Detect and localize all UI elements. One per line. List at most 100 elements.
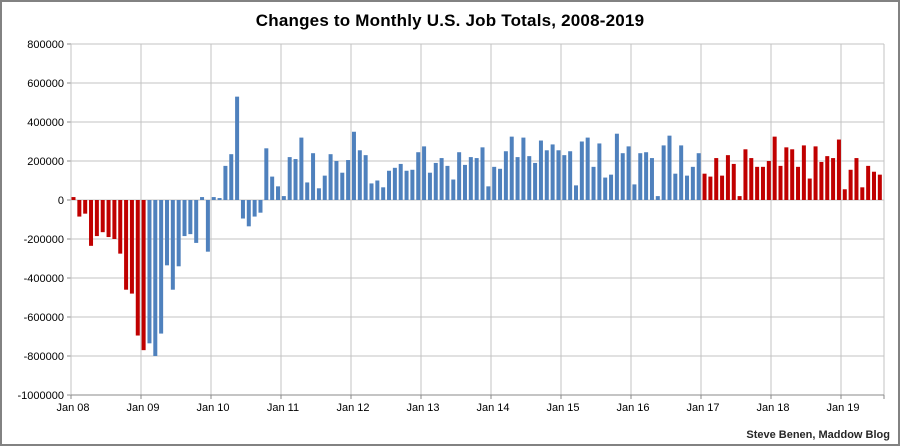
chart-bar [462, 164, 467, 200]
y-axis-label: 200000 [27, 156, 64, 168]
chart-bar [819, 161, 824, 200]
chart-bar [515, 157, 520, 200]
chart-bar [340, 172, 345, 200]
chart-bar [281, 196, 286, 200]
y-axis-label: 0 [58, 195, 64, 207]
chart-bar [188, 200, 193, 235]
chart-bar [685, 175, 690, 201]
y-axis-label: 600000 [27, 78, 64, 90]
chart-bar [603, 177, 608, 200]
chart-bar [398, 163, 403, 201]
chart-bar [597, 143, 602, 200]
chart-bar [328, 154, 333, 201]
chart-bar [229, 154, 234, 201]
chart-bar [480, 147, 485, 200]
chart-bar [100, 200, 105, 233]
chart-bar [147, 200, 152, 344]
chart-bar [860, 187, 865, 200]
chart-bar [690, 166, 695, 200]
chart-bar [556, 150, 561, 201]
x-axis-label: Jan 08 [56, 402, 89, 414]
chart-bar [831, 158, 836, 200]
chart-bar [194, 200, 199, 243]
chart-bar [696, 153, 701, 200]
chart-bar [620, 153, 625, 200]
chart-bar [503, 151, 508, 200]
chart-bar [182, 200, 187, 237]
chart-bar [170, 200, 175, 290]
chart-bar [124, 200, 129, 290]
chart-bar [299, 137, 304, 200]
y-axis-label: -600000 [24, 312, 64, 324]
x-axis-label: Jan 15 [546, 402, 579, 414]
chart-bar [737, 196, 742, 200]
chart-bar [217, 198, 222, 200]
y-axis-label: -1000000 [18, 390, 65, 402]
chart-bar [784, 147, 789, 200]
chart-bar [509, 136, 514, 201]
chart-bar [766, 161, 771, 200]
x-axis-label: Jan 16 [616, 402, 649, 414]
chart-bar [790, 149, 795, 200]
chart-bar [293, 159, 298, 200]
chart-bar [200, 197, 205, 200]
chart-bar [538, 140, 543, 201]
chart-bar [655, 196, 660, 200]
chart-bar [772, 136, 777, 201]
chart-bar [270, 176, 275, 200]
chart-bar [836, 139, 841, 200]
chart-bar [439, 158, 444, 200]
chart-bar [223, 165, 228, 201]
chart-bar [825, 156, 830, 201]
chart-bar [135, 200, 140, 336]
chart-bar [871, 171, 876, 200]
chart-bar [258, 200, 263, 213]
y-axis-label: -200000 [24, 234, 64, 246]
x-axis-label: Jan 09 [126, 402, 159, 414]
chart-bar [632, 184, 637, 200]
chart-bar [246, 200, 251, 227]
chart-bar [83, 200, 88, 214]
chart-bar [813, 146, 818, 201]
x-axis-label: Jan 12 [336, 402, 369, 414]
chart-bar [129, 200, 134, 294]
x-axis-label: Jan 13 [406, 402, 439, 414]
chart-bar [644, 152, 649, 200]
chart-bar [544, 150, 549, 201]
chart-bar [205, 200, 210, 252]
chart-bar [369, 183, 374, 200]
chart-bar [842, 189, 847, 200]
chart-bar [392, 167, 397, 200]
chart-bar [416, 152, 421, 200]
chart-bar [679, 145, 684, 200]
chart-bar [760, 166, 765, 200]
chart-bar [778, 165, 783, 201]
chart-bar [316, 188, 321, 200]
chart-bar [591, 166, 596, 200]
chart-bar [387, 170, 392, 200]
chart-bar [562, 155, 567, 200]
chart-bar [322, 175, 327, 201]
chart-bar [445, 165, 450, 201]
chart-bar [305, 182, 310, 200]
chart-bar [77, 200, 82, 217]
y-axis-label: 800000 [27, 39, 64, 51]
chart-bar [807, 178, 812, 200]
chart-bar [118, 200, 123, 254]
chart-bar [638, 153, 643, 200]
chart-bar [614, 133, 619, 200]
chart-bar [164, 200, 169, 266]
chart-bar [521, 137, 526, 200]
chart-bar [427, 172, 432, 200]
chart-bar [468, 157, 473, 200]
x-axis-label: Jan 11 [267, 402, 299, 414]
chart-bar [673, 173, 678, 200]
chart-bar [533, 162, 538, 200]
chart-bar [159, 200, 164, 334]
chart-bar [112, 200, 117, 239]
chart-bar [276, 186, 280, 200]
chart-bar [89, 200, 94, 246]
chart-bar [743, 149, 748, 200]
chart-bar [346, 160, 351, 201]
chart-bar [667, 135, 672, 200]
